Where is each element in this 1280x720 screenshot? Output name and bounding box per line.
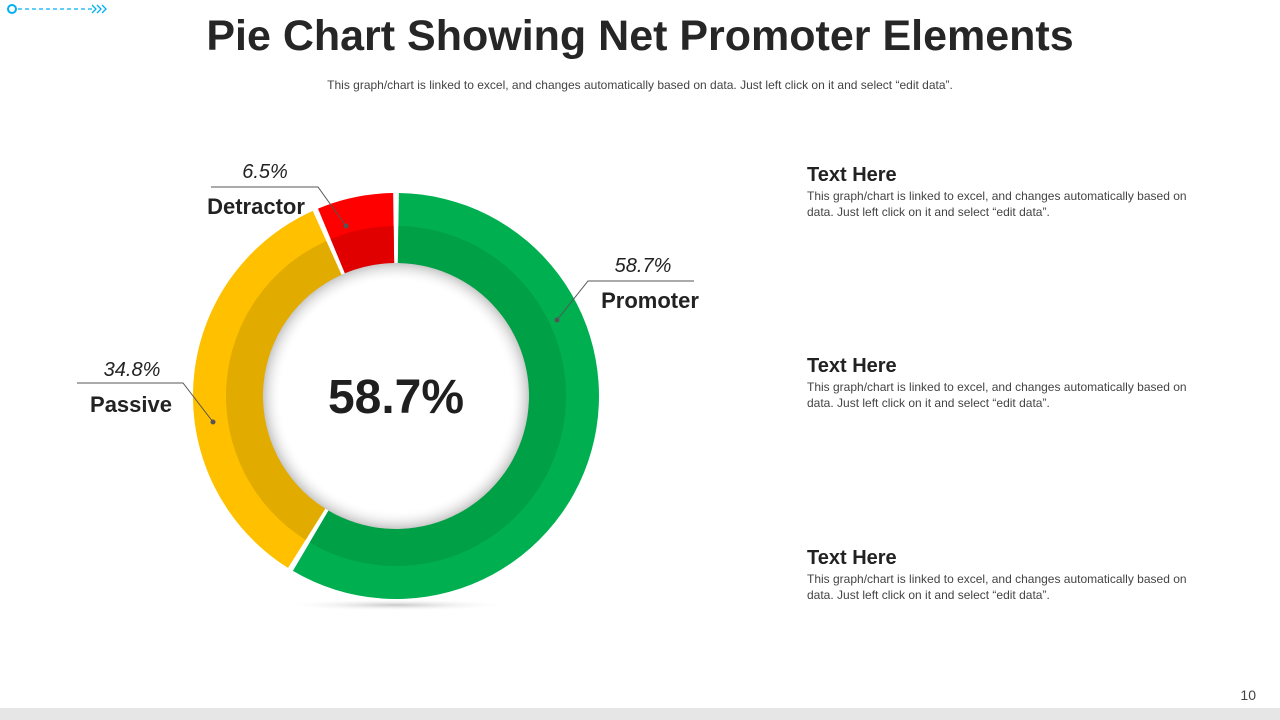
text-item-heading: Text Here [807,547,897,569]
pie-slice-passive-inner-band [225,240,342,540]
data-label-detractor-name: Detractor [207,194,305,219]
leader-line-passive [77,382,214,423]
bottom-bar [0,708,1280,720]
page-number: 10 [1240,687,1256,703]
slide-decoration-arrow-icon [7,4,107,14]
data-label-passive-name: Passive [90,392,172,417]
text-item-body: This graph/chart is linked to excel, and… [807,572,1187,602]
text-item-heading: Text Here [807,355,897,377]
center-value-label: 58.7% [328,371,464,424]
text-item-body: This graph/chart is linked to excel, and… [807,380,1187,410]
donut-chart[interactable]: 58.7% 58.7% Promoter 34.8% Passive 6.5% Detrac… [0,0,760,720]
pie-slice-promoter-inner-band [309,226,566,567]
leader-dot-detractor [343,223,349,229]
leader-line-promoter [556,280,694,321]
page-subtitle: This graph/chart is linked to excel, and… [327,78,953,92]
leader-dot-passive [210,419,216,425]
pie-slice-detractor-inner-band [330,226,395,274]
chart-shadow [281,599,511,611]
donut-hole [263,263,529,529]
data-label-passive-value: 34.8% [104,359,161,381]
leader-line-detractor [211,186,347,227]
data-label-detractor-value: 6.5% [242,161,288,183]
text-item-body: This graph/chart is linked to excel, and… [807,189,1187,219]
data-label-promoter-name: Promoter [601,288,699,313]
text-item-2: Text Here This graph/chart is linked to … [807,355,1187,411]
text-item-3: Text Here This graph/chart is linked to … [807,547,1187,603]
leader-dot-promoter [554,317,560,323]
text-item-heading: Text Here [807,164,897,186]
data-label-promoter-value: 58.7% [615,255,672,277]
page-title: Pie Chart Showing Net Promoter Elements [206,12,1074,60]
pie-slice-passive[interactable] [192,210,342,568]
text-item-1: Text Here This graph/chart is linked to … [807,164,1187,220]
